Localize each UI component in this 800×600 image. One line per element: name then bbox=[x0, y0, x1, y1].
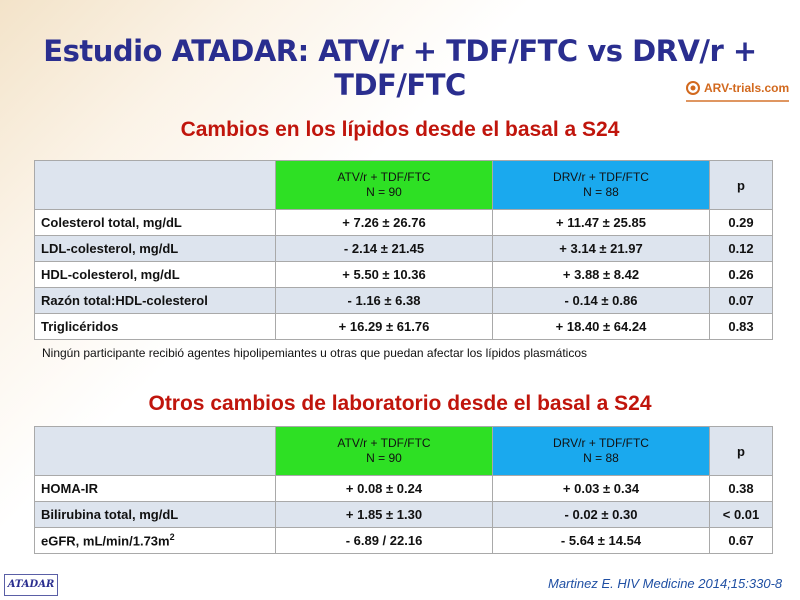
logo-mark-icon bbox=[686, 81, 700, 95]
atadar-badge: ATADAR bbox=[4, 574, 58, 596]
row-label: HOMA-IR bbox=[34, 475, 276, 502]
lab-section-title: Otros cambios de laboratorio desde el ba… bbox=[148, 392, 652, 415]
arm1-regimen: ATV/r + TDF/FTC bbox=[337, 170, 431, 184]
table-row: eGFR, mL/min/1.73m2 - 6.89 / 22.16 - 5.6… bbox=[34, 527, 773, 554]
header-empty-cell bbox=[34, 160, 276, 210]
table-row: Bilirubina total, mg/dL + 1.85 ± 1.30 - … bbox=[34, 501, 773, 528]
arm1-value: + 0.08 ± 0.24 bbox=[275, 475, 493, 502]
header-arm1: ATV/r + TDF/FTC N = 90 bbox=[275, 160, 493, 210]
lipids-section-title: Cambios en los lípidos desde el basal a … bbox=[180, 118, 620, 141]
arm2-value: - 0.02 ± 0.30 bbox=[492, 501, 710, 528]
arm2-value: - 0.14 ± 0.86 bbox=[492, 287, 710, 314]
arm1-regimen: ATV/r + TDF/FTC bbox=[337, 436, 431, 450]
slide-title: Estudio ATADAR: ATV/r + TDF/FTC vs DRV/r… bbox=[43, 34, 757, 102]
row-label: HDL-colesterol, mg/dL bbox=[34, 261, 276, 288]
header-arm2: DRV/r + TDF/FTC N = 88 bbox=[492, 160, 710, 210]
arm1-n: N = 90 bbox=[366, 185, 402, 199]
table-row: Razón total:HDL-colesterol - 1.16 ± 6.38… bbox=[34, 287, 773, 314]
table-row: LDL-colesterol, mg/dL - 2.14 ± 21.45 + 3… bbox=[34, 235, 773, 262]
row-label: Bilirubina total, mg/dL bbox=[34, 501, 276, 528]
arm2-value: - 5.64 ± 14.54 bbox=[492, 527, 710, 554]
arm1-n: N = 90 bbox=[366, 451, 402, 465]
arm1-value: + 5.50 ± 10.36 bbox=[275, 261, 493, 288]
p-value: 0.38 bbox=[709, 475, 773, 502]
header-arm2: DRV/r + TDF/FTC N = 88 bbox=[492, 426, 710, 476]
p-value: 0.67 bbox=[709, 527, 773, 554]
table-header-row: ATV/r + TDF/FTC N = 90 DRV/r + TDF/FTC N… bbox=[34, 160, 773, 210]
p-value: 0.12 bbox=[709, 235, 773, 262]
arm1-value: + 16.29 ± 61.76 bbox=[275, 313, 493, 340]
p-value: 0.83 bbox=[709, 313, 773, 340]
logo-text: ARV-trials.com bbox=[704, 81, 790, 95]
row-label: eGFR, mL/min/1.73m2 bbox=[34, 527, 276, 554]
p-value: 0.29 bbox=[709, 209, 773, 236]
lipids-footnote: Ningún participante recibió agentes hipo… bbox=[42, 346, 587, 360]
arm2-regimen: DRV/r + TDF/FTC bbox=[553, 170, 649, 184]
arm1-value: + 1.85 ± 1.30 bbox=[275, 501, 493, 528]
header-p: p bbox=[709, 426, 773, 476]
header-empty-cell bbox=[34, 426, 276, 476]
header-arm1: ATV/r + TDF/FTC N = 90 bbox=[275, 426, 493, 476]
arm2-value: + 3.14 ± 21.97 bbox=[492, 235, 710, 262]
table-header-row: ATV/r + TDF/FTC N = 90 DRV/r + TDF/FTC N… bbox=[34, 426, 773, 476]
arm1-value: - 2.14 ± 21.45 bbox=[275, 235, 493, 262]
p-value: < 0.01 bbox=[709, 501, 773, 528]
arm1-value: - 6.89 / 22.16 bbox=[275, 527, 493, 554]
arm2-value: + 18.40 ± 64.24 bbox=[492, 313, 710, 340]
citation[interactable]: Martinez E. HIV Medicine 2014;15:330-8 bbox=[548, 576, 783, 591]
table-row: HDL-colesterol, mg/dL + 5.50 ± 10.36 + 3… bbox=[34, 261, 773, 288]
row-label: Triglicéridos bbox=[34, 313, 276, 340]
arm2-value: + 0.03 ± 0.34 bbox=[492, 475, 710, 502]
arm2-value: + 11.47 ± 25.85 bbox=[492, 209, 710, 236]
row-label: Colesterol total, mg/dL bbox=[34, 209, 276, 236]
table-row: Triglicéridos + 16.29 ± 61.76 + 18.40 ± … bbox=[34, 313, 773, 340]
arm1-value: + 7.26 ± 26.76 bbox=[275, 209, 493, 236]
lab-table: ATV/r + TDF/FTC N = 90 DRV/r + TDF/FTC N… bbox=[34, 426, 773, 554]
row-label-superscript: 2 bbox=[169, 532, 175, 543]
p-value: 0.26 bbox=[709, 261, 773, 288]
header-p: p bbox=[709, 160, 773, 210]
lipids-table: ATV/r + TDF/FTC N = 90 DRV/r + TDF/FTC N… bbox=[34, 160, 773, 340]
arm2-regimen: DRV/r + TDF/FTC bbox=[553, 436, 649, 450]
row-label-text: eGFR, mL/min/1.73m bbox=[41, 533, 170, 549]
arv-trials-logo[interactable]: ARV-trials.com bbox=[686, 78, 790, 102]
arm1-value: - 1.16 ± 6.38 bbox=[275, 287, 493, 314]
arm2-value: + 3.88 ± 8.42 bbox=[492, 261, 710, 288]
row-label: LDL-colesterol, mg/dL bbox=[34, 235, 276, 262]
p-value: 0.07 bbox=[709, 287, 773, 314]
arm2-n: N = 88 bbox=[583, 185, 619, 199]
table-row: HOMA-IR + 0.08 ± 0.24 + 0.03 ± 0.34 0.38 bbox=[34, 475, 773, 502]
table-row: Colesterol total, mg/dL + 7.26 ± 26.76 +… bbox=[34, 209, 773, 236]
logo-underline bbox=[686, 100, 790, 102]
row-label: Razón total:HDL-colesterol bbox=[34, 287, 276, 314]
arm2-n: N = 88 bbox=[583, 451, 619, 465]
